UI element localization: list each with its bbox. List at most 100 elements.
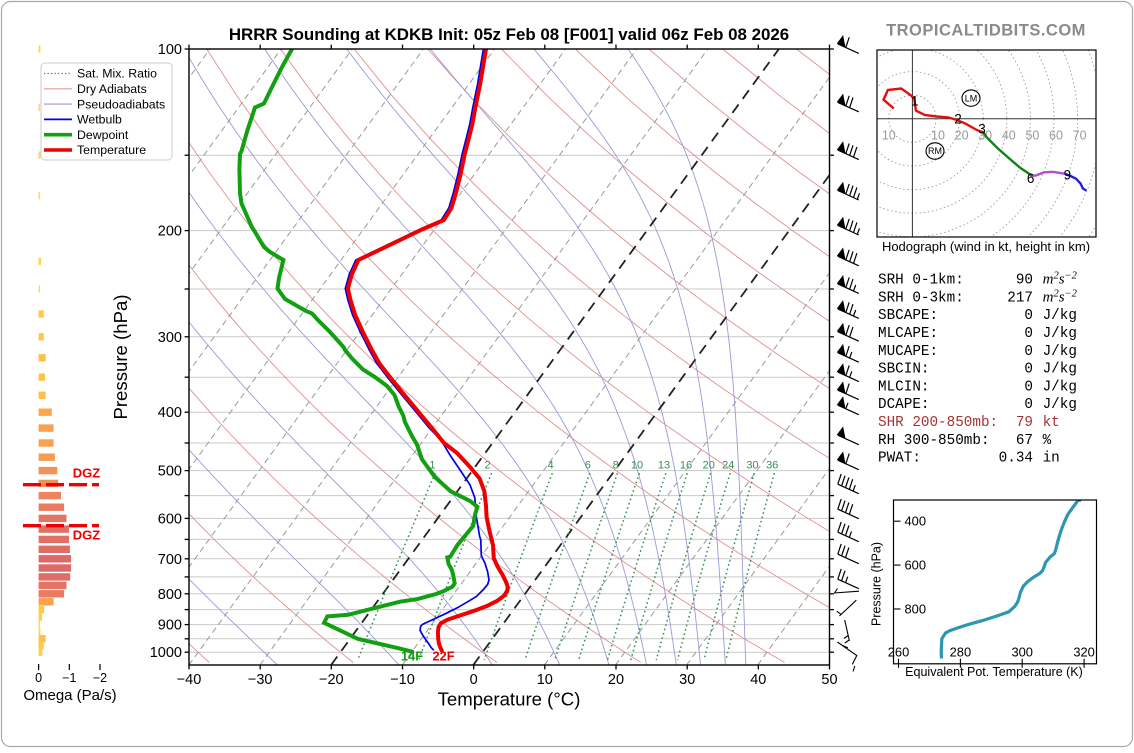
svg-text:50: 50 bbox=[1025, 129, 1039, 143]
svg-text:SBCAPE:: SBCAPE: bbox=[878, 308, 938, 324]
svg-text:800: 800 bbox=[905, 602, 927, 617]
svg-text:100: 100 bbox=[158, 42, 182, 58]
svg-text:J/kg: J/kg bbox=[1043, 397, 1077, 413]
svg-text:−2: −2 bbox=[93, 671, 107, 685]
svg-text:−10: −10 bbox=[390, 672, 415, 688]
svg-text:320: 320 bbox=[1073, 645, 1095, 660]
svg-text:DGZ: DGZ bbox=[73, 466, 101, 481]
svg-text:400: 400 bbox=[905, 514, 927, 529]
svg-text:J/kg: J/kg bbox=[1043, 379, 1077, 395]
svg-text:−1: −1 bbox=[62, 671, 76, 685]
svg-text:30: 30 bbox=[679, 672, 695, 688]
svg-text:217: 217 bbox=[1007, 290, 1033, 306]
svg-text:1: 1 bbox=[911, 94, 919, 109]
svg-text:Sat. Mix. Ratio: Sat. Mix. Ratio bbox=[77, 67, 157, 81]
svg-text:50: 50 bbox=[821, 672, 837, 688]
svg-text:Pseudoadiabats: Pseudoadiabats bbox=[77, 97, 165, 111]
svg-text:280: 280 bbox=[950, 645, 972, 660]
svg-text:20: 20 bbox=[703, 459, 715, 471]
svg-text:600: 600 bbox=[158, 511, 182, 527]
svg-text:40: 40 bbox=[750, 672, 766, 688]
svg-text:3: 3 bbox=[978, 122, 986, 137]
svg-text:MUCAPE:: MUCAPE: bbox=[878, 344, 938, 360]
svg-text:LM: LM bbox=[965, 93, 978, 103]
svg-text:0: 0 bbox=[1024, 326, 1033, 342]
svg-text:10: 10 bbox=[931, 129, 945, 143]
svg-text:Dewpoint: Dewpoint bbox=[77, 128, 129, 142]
svg-text:79: 79 bbox=[1016, 415, 1033, 431]
svg-text:13: 13 bbox=[658, 459, 670, 471]
svg-text:J/kg: J/kg bbox=[1043, 362, 1077, 378]
svg-text:20: 20 bbox=[955, 129, 969, 143]
svg-text:14F: 14F bbox=[401, 649, 423, 664]
svg-text:600: 600 bbox=[905, 558, 927, 573]
svg-text:1000: 1000 bbox=[150, 645, 182, 661]
svg-text:24: 24 bbox=[722, 459, 734, 471]
svg-text:J/kg: J/kg bbox=[1043, 308, 1077, 324]
svg-text:RM: RM bbox=[928, 146, 942, 156]
svg-text:0: 0 bbox=[1024, 362, 1033, 378]
svg-text:70: 70 bbox=[1073, 129, 1087, 143]
svg-text:Omega (Pa/s): Omega (Pa/s) bbox=[23, 687, 116, 704]
svg-text:6: 6 bbox=[585, 459, 591, 471]
svg-text:20: 20 bbox=[608, 672, 624, 688]
svg-text:8: 8 bbox=[613, 459, 619, 471]
svg-text:Hodograph (wind in kt, height: Hodograph (wind in kt, height in km) bbox=[882, 239, 1090, 254]
svg-text:0.34: 0.34 bbox=[999, 451, 1033, 467]
svg-text:MLCIN:: MLCIN: bbox=[878, 379, 929, 395]
svg-text:40: 40 bbox=[1002, 129, 1016, 143]
svg-text:Pressure (hPa): Pressure (hPa) bbox=[110, 294, 131, 419]
svg-text:36: 36 bbox=[766, 459, 778, 471]
svg-text:0: 0 bbox=[1024, 397, 1033, 413]
svg-text:400: 400 bbox=[158, 405, 182, 421]
svg-text:700: 700 bbox=[158, 552, 182, 568]
svg-text:HRRR Sounding at KDKB Init: 05: HRRR Sounding at KDKB Init: 05z Feb 08 [… bbox=[229, 25, 789, 44]
svg-text:Equivalent Pot. Temperature (K: Equivalent Pot. Temperature (K) bbox=[905, 665, 1083, 679]
svg-text:kt: kt bbox=[1043, 415, 1060, 431]
svg-text:0: 0 bbox=[1024, 308, 1033, 324]
svg-text:10: 10 bbox=[882, 129, 896, 143]
svg-text:−30: −30 bbox=[248, 672, 273, 688]
svg-text:260: 260 bbox=[888, 645, 910, 660]
svg-text:−20: −20 bbox=[319, 672, 344, 688]
svg-text:90: 90 bbox=[1016, 273, 1033, 289]
svg-text:J/kg: J/kg bbox=[1043, 344, 1077, 360]
svg-text:Wetbulb: Wetbulb bbox=[77, 113, 122, 127]
svg-text:10: 10 bbox=[537, 672, 553, 688]
svg-text:900: 900 bbox=[158, 618, 182, 634]
svg-text:1: 1 bbox=[429, 459, 435, 471]
svg-text:200: 200 bbox=[158, 224, 182, 240]
svg-text:800: 800 bbox=[158, 587, 182, 603]
svg-text:%: % bbox=[1043, 433, 1052, 449]
svg-text:SRH 0-1km:: SRH 0-1km: bbox=[878, 273, 964, 289]
svg-text:30: 30 bbox=[746, 459, 758, 471]
svg-text:300: 300 bbox=[1011, 645, 1033, 660]
svg-text:SRH 0-3km:: SRH 0-3km: bbox=[878, 290, 964, 306]
svg-text:60: 60 bbox=[1049, 129, 1063, 143]
svg-text:Pressure (hPa): Pressure (hPa) bbox=[869, 542, 883, 626]
svg-text:RH 300-850mb:: RH 300-850mb: bbox=[878, 433, 990, 449]
svg-text:300: 300 bbox=[158, 330, 182, 346]
svg-text:in: in bbox=[1043, 451, 1060, 467]
svg-text:6: 6 bbox=[1027, 171, 1035, 186]
svg-text:2: 2 bbox=[485, 459, 491, 471]
svg-text:2: 2 bbox=[954, 112, 962, 127]
svg-text:4: 4 bbox=[547, 459, 553, 471]
svg-text:0: 0 bbox=[35, 671, 42, 685]
svg-text:PWAT:: PWAT: bbox=[878, 451, 921, 467]
svg-text:DCAPE:: DCAPE: bbox=[878, 397, 929, 413]
svg-text:TROPICALTIDBITS.COM: TROPICALTIDBITS.COM bbox=[886, 21, 1086, 39]
svg-text:Dry Adiabats: Dry Adiabats bbox=[77, 82, 147, 96]
svg-text:0: 0 bbox=[1024, 344, 1033, 360]
svg-text:0: 0 bbox=[1024, 379, 1033, 395]
svg-text:500: 500 bbox=[158, 464, 182, 480]
svg-text:DGZ: DGZ bbox=[73, 528, 101, 543]
svg-text:9: 9 bbox=[1064, 168, 1072, 183]
svg-text:SHR 200-850mb:: SHR 200-850mb: bbox=[878, 415, 998, 431]
svg-text:67: 67 bbox=[1016, 433, 1033, 449]
svg-text:MLCAPE:: MLCAPE: bbox=[878, 326, 938, 342]
svg-text:Temperature: Temperature bbox=[77, 143, 146, 157]
svg-text:22F: 22F bbox=[432, 649, 454, 664]
svg-text:SBCIN:: SBCIN: bbox=[878, 362, 929, 378]
svg-text:−40: −40 bbox=[177, 672, 202, 688]
